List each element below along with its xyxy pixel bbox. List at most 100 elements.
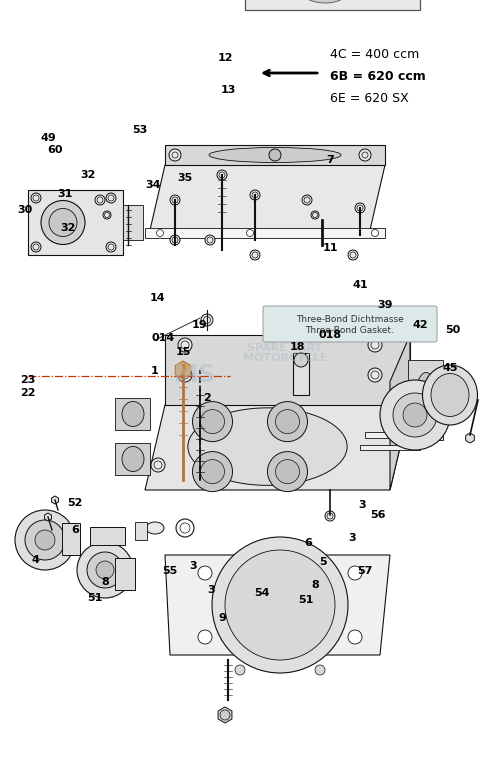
FancyBboxPatch shape [263,306,437,342]
Bar [365,432,435,438]
Polygon shape [165,335,410,405]
Circle shape [25,520,65,560]
Text: 014: 014 [151,333,175,343]
Circle shape [247,229,253,236]
Text: 15: 15 [175,347,191,357]
Text: 30: 30 [17,205,32,215]
Circle shape [371,229,379,236]
Ellipse shape [188,408,347,486]
Text: 1: 1 [151,366,159,376]
Text: 8: 8 [311,580,319,590]
Text: SPARE PART: SPARE PART [248,343,323,353]
Circle shape [302,195,312,205]
Text: 51: 51 [87,593,103,603]
Circle shape [220,710,230,720]
Text: 4: 4 [31,555,39,565]
Text: 31: 31 [57,189,73,199]
Text: 41: 41 [352,280,368,290]
Circle shape [31,242,41,252]
Text: 6E = 620 SX: 6E = 620 SX [330,92,409,106]
Circle shape [170,195,180,205]
Text: 4C = 400 ccm: 4C = 400 ccm [330,48,419,61]
Text: 6: 6 [71,525,79,535]
Text: 54: 54 [254,588,270,598]
Bar [115,398,150,430]
Text: 11: 11 [322,243,338,253]
Bar [245,0,420,10]
Circle shape [269,149,281,161]
Bar [62,523,80,555]
Circle shape [250,250,260,260]
Bar [115,443,150,475]
Circle shape [267,451,307,492]
Text: 51: 51 [298,595,314,605]
Circle shape [250,190,260,200]
Circle shape [198,566,212,580]
Polygon shape [165,555,390,655]
Circle shape [267,402,307,441]
Text: 53: 53 [132,125,148,135]
Text: 49: 49 [40,133,56,143]
Text: 3: 3 [358,500,366,510]
Circle shape [235,665,245,675]
Circle shape [368,338,382,352]
Circle shape [157,229,164,236]
Polygon shape [390,335,410,490]
Circle shape [169,149,181,161]
Text: 52: 52 [67,498,83,508]
Bar [408,360,443,440]
Circle shape [355,203,365,213]
Circle shape [201,409,225,434]
Bar [115,558,135,590]
Ellipse shape [122,402,144,427]
Circle shape [15,510,75,570]
Text: 23: 23 [20,375,36,385]
Text: 39: 39 [377,300,393,310]
Circle shape [96,561,114,579]
Bar [145,228,385,238]
Circle shape [311,211,319,219]
Text: 34: 34 [145,180,161,190]
Text: 50: 50 [446,325,461,335]
Bar [28,190,123,255]
Circle shape [225,550,335,660]
Text: 56: 56 [370,510,386,520]
Bar [360,445,420,450]
Circle shape [49,208,77,236]
Circle shape [103,211,111,219]
Ellipse shape [209,148,341,162]
Text: 7: 7 [326,155,334,165]
Text: 32: 32 [80,170,96,180]
Polygon shape [145,405,410,490]
Text: 55: 55 [162,566,178,576]
Text: 22: 22 [20,388,36,398]
Text: 3: 3 [189,561,197,571]
Circle shape [380,380,450,450]
Circle shape [87,552,123,588]
Text: 14: 14 [150,293,166,303]
Text: Three-Bond Gasket.: Three-Bond Gasket. [305,326,394,335]
Circle shape [170,235,180,245]
Text: MS: MS [174,363,217,387]
Circle shape [151,458,165,472]
Bar [293,353,309,395]
Circle shape [325,511,335,521]
Text: 5: 5 [319,557,327,567]
Polygon shape [150,165,385,230]
Text: MOTORCYCLE: MOTORCYCLE [243,353,327,363]
Bar [165,145,385,165]
Text: 6: 6 [304,538,312,548]
Circle shape [77,542,133,598]
Text: 45: 45 [442,363,458,373]
Circle shape [201,460,225,483]
Text: 3: 3 [348,533,356,543]
Text: 9: 9 [218,613,226,623]
Circle shape [31,193,41,203]
Circle shape [348,250,358,260]
Text: 35: 35 [177,173,193,183]
Ellipse shape [431,374,469,416]
Circle shape [403,403,427,427]
Circle shape [205,235,215,245]
Circle shape [106,242,116,252]
Circle shape [178,338,192,352]
